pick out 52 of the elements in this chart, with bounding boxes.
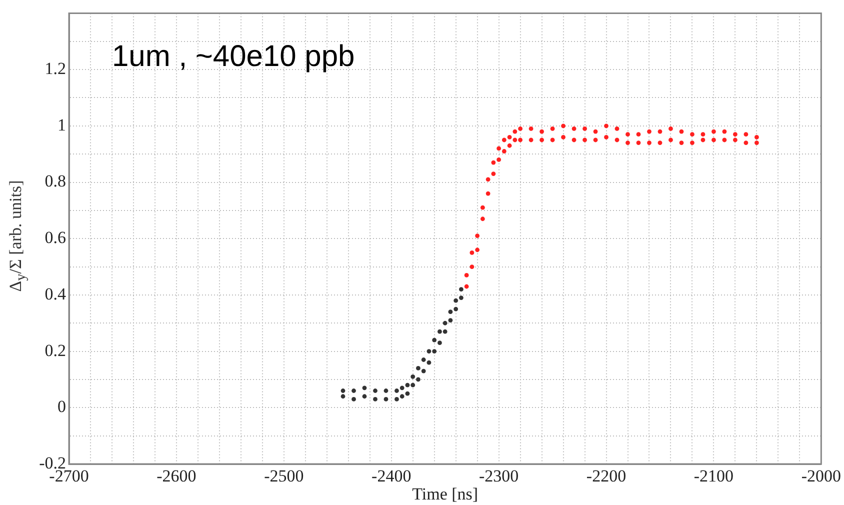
point xyxy=(405,391,410,396)
point xyxy=(442,320,448,326)
point xyxy=(373,388,378,393)
point xyxy=(426,349,432,354)
point xyxy=(384,388,388,393)
point xyxy=(352,388,356,393)
x-tick-label: -2000 xyxy=(801,466,842,486)
annotation: 1um , ~40e10 ppb xyxy=(112,40,355,74)
point xyxy=(421,368,426,374)
point xyxy=(400,386,404,390)
point xyxy=(454,306,458,312)
x-axis-title: Time [ns] xyxy=(412,484,478,504)
x-tick-label: -2600 xyxy=(156,466,196,486)
point xyxy=(340,388,346,393)
point xyxy=(438,340,442,346)
point xyxy=(394,397,399,402)
point xyxy=(373,397,378,402)
y-tick-label: 0.8 xyxy=(44,172,66,191)
point xyxy=(340,394,346,399)
y-tick-label: 0.6 xyxy=(44,228,66,248)
x-tick-label: -2500 xyxy=(264,466,304,486)
point xyxy=(432,338,437,342)
point xyxy=(362,386,367,390)
point xyxy=(432,349,437,354)
point xyxy=(394,388,399,393)
point xyxy=(416,366,420,370)
point xyxy=(459,287,464,292)
point xyxy=(410,382,416,388)
x-tick-label: -2300 xyxy=(478,466,519,486)
point xyxy=(421,358,426,362)
x-tick-label: -2100 xyxy=(694,466,734,486)
y-tick-label: 1 xyxy=(58,115,66,134)
y-tick-label: 0.4 xyxy=(44,284,66,304)
point xyxy=(454,298,458,303)
point xyxy=(438,329,442,334)
point xyxy=(384,397,388,402)
x-tick-label: -2200 xyxy=(586,466,626,486)
point xyxy=(400,394,404,399)
point xyxy=(405,382,410,388)
point xyxy=(448,310,453,314)
y-tick-label: 1.2 xyxy=(44,59,66,78)
point xyxy=(416,377,420,382)
point xyxy=(362,394,367,399)
x-tick-label: -2400 xyxy=(372,466,412,486)
point xyxy=(426,360,432,365)
point xyxy=(459,296,464,300)
y-tick-label: 0.2 xyxy=(44,340,66,360)
y-tick-label: 0 xyxy=(58,397,66,416)
point xyxy=(410,374,416,379)
point xyxy=(442,329,448,334)
point xyxy=(448,318,453,323)
point xyxy=(352,397,356,402)
